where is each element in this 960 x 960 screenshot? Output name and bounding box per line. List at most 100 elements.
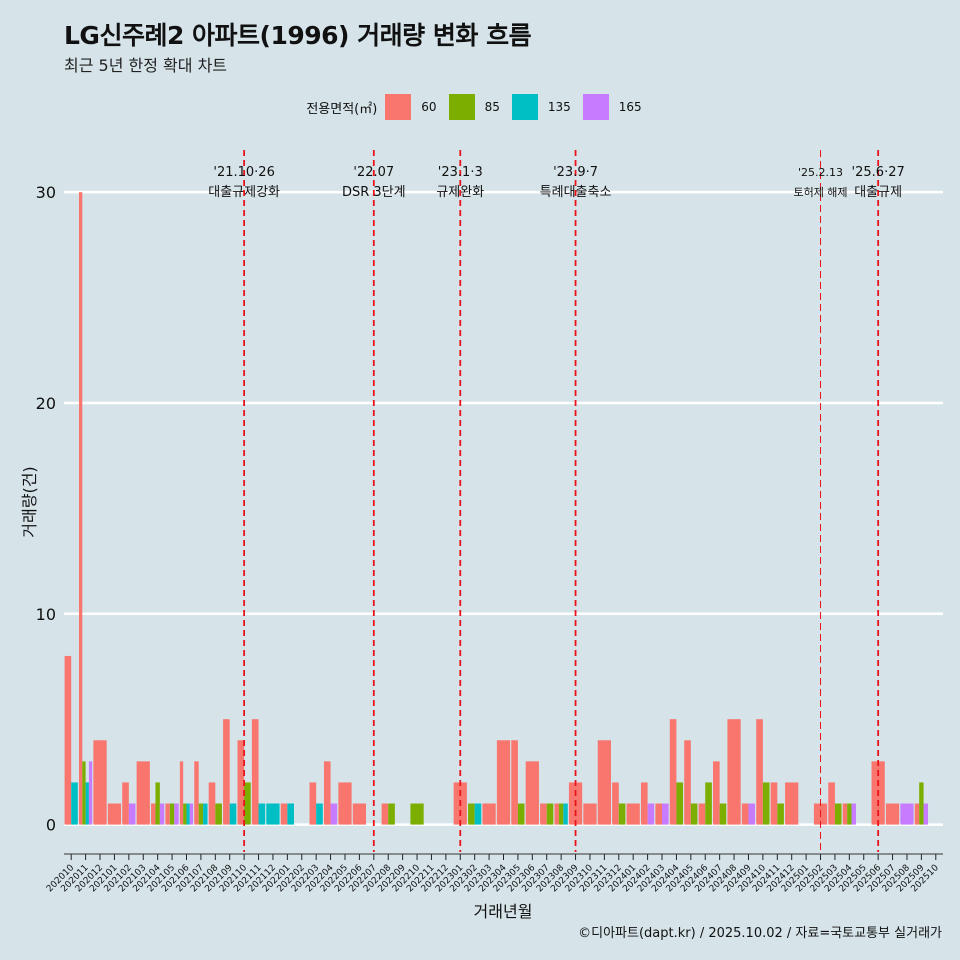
bar-202401-60 <box>626 803 640 825</box>
bar-202201-60 <box>280 803 288 825</box>
bar-202107-60 <box>194 761 199 825</box>
bar-202204-165 <box>330 803 338 825</box>
bar-202102-165 <box>128 803 136 825</box>
event-label-202502: 토허제 해제 <box>793 185 847 199</box>
bar-202411-85 <box>777 803 784 825</box>
bar-202101-60 <box>107 803 122 825</box>
bar-202105-165 <box>174 803 179 825</box>
event-label-202207: DSR 3단계 <box>342 185 406 200</box>
y-axis-title: 거래량(건) <box>20 466 39 538</box>
bar-202107-85 <box>198 803 204 825</box>
event-label-202506: 대출규제 <box>854 185 902 200</box>
bar-202111-60 <box>251 719 259 825</box>
y-tick-label-10: 10 <box>36 605 56 624</box>
bar-202303-60 <box>482 803 496 825</box>
bar-202208-60 <box>381 803 389 825</box>
bar-202204-60 <box>323 761 331 825</box>
bar-202205-60 <box>338 782 352 825</box>
bar-202404-60 <box>669 719 677 825</box>
bar-202407-60 <box>713 761 720 825</box>
bar-202105-60 <box>165 803 170 825</box>
y-tick-label-30: 30 <box>36 183 56 202</box>
caption: ©디아파트(dapt.kr) / 2025.10.02 / 자료=국토교통부 실… <box>578 926 942 941</box>
chart-subtitle: 최근 5년 한정 확대 차트 <box>64 56 228 75</box>
bar-202210-85 <box>410 803 424 825</box>
bar-202408-60 <box>727 719 741 825</box>
bar-202508-165 <box>900 803 914 825</box>
bar-202405-60 <box>684 740 691 825</box>
bar-202311-60 <box>597 740 611 825</box>
bar-202305-60 <box>511 740 518 825</box>
chart-title: LG신주례2 아파트(1996) 거래량 변화 흐름 <box>64 21 532 50</box>
legend-label-85: 85 <box>484 100 500 114</box>
bar-202504-85 <box>847 803 852 825</box>
event-label-202309: 특례대출축소 <box>540 185 612 200</box>
bar-202409-165 <box>748 803 756 825</box>
bar-202503-85 <box>834 803 842 825</box>
bar-202208-85 <box>388 803 395 825</box>
bar-202412-60 <box>785 782 799 825</box>
bar-202509-165 <box>923 803 929 825</box>
legend-key-85 <box>448 94 475 120</box>
bar-202010-135 <box>71 782 78 825</box>
event-label-202110: 대출규제강화 <box>208 185 280 200</box>
legend-item-135: 135 <box>511 94 571 120</box>
bar-202410-85 <box>762 782 770 825</box>
bar-202302-135 <box>474 803 482 825</box>
legend-item-85: 85 <box>448 94 500 120</box>
bar-202104-60 <box>151 803 156 825</box>
bar-202106-165 <box>189 803 194 825</box>
bar-202011-165 <box>88 761 93 825</box>
event-date-202309: '23.9·7 <box>553 165 598 180</box>
bar-202403-60 <box>655 803 663 825</box>
bar-202109-60 <box>223 719 230 825</box>
legend-label-165: 165 <box>618 100 642 114</box>
bar-202307-60 <box>540 803 547 825</box>
bar-202306-60 <box>525 761 539 825</box>
bar-202305-85 <box>517 803 525 825</box>
y-tick-label-0: 0 <box>46 816 56 835</box>
bar-202011-85 <box>82 761 86 825</box>
bar-202402-165 <box>647 803 655 825</box>
bar-202201-135 <box>287 803 294 825</box>
bar-202104-85 <box>155 782 160 825</box>
bar-202507-60 <box>885 803 900 825</box>
bar-202407-85 <box>719 803 727 825</box>
bar-202312-60 <box>612 782 619 825</box>
bar-202112-135 <box>266 803 280 825</box>
bar-202109-135 <box>229 803 237 825</box>
bar-202106-85 <box>183 803 187 825</box>
y-tick-label-20: 20 <box>36 394 56 413</box>
bar-202011-135 <box>85 782 89 825</box>
bar-202102-60 <box>122 782 129 825</box>
bar-202203-135 <box>316 803 323 825</box>
bar-202010-60 <box>64 655 72 825</box>
bar-202403-165 <box>662 803 669 825</box>
bar-202503-60 <box>828 782 835 825</box>
bar-202304-60 <box>496 740 511 825</box>
legend-label-135: 135 <box>547 100 571 114</box>
event-date-202506: '25.6·27 <box>852 165 905 180</box>
legend-title: 전용면적(㎡) <box>306 101 378 117</box>
event-date-202207: '22.07 <box>353 165 394 180</box>
bar-202504-60 <box>842 803 848 825</box>
bar-202405-85 <box>690 803 698 825</box>
bar-202105-85 <box>169 803 175 825</box>
event-date-202110: '21.10·26 <box>213 165 274 180</box>
bar-202406-85 <box>705 782 712 825</box>
bar-202406-60 <box>698 803 706 825</box>
bar-202509-60 <box>914 803 920 825</box>
bar-202111-135 <box>258 803 266 825</box>
bar-202310-60 <box>583 803 597 825</box>
bar-202110-85 <box>244 782 251 825</box>
bar-202108-85 <box>215 803 222 825</box>
legend-key-165 <box>582 94 609 120</box>
event-label-202301: 규제완화 <box>436 185 484 200</box>
bar-202302-85 <box>468 803 475 825</box>
legend-key-60 <box>385 94 412 120</box>
bar-202106-60 <box>179 761 184 825</box>
bar-202402-60 <box>640 782 648 825</box>
bar-202308-60 <box>554 803 559 825</box>
bar-202308-85 <box>558 803 564 825</box>
bar-202509-85 <box>919 782 924 825</box>
